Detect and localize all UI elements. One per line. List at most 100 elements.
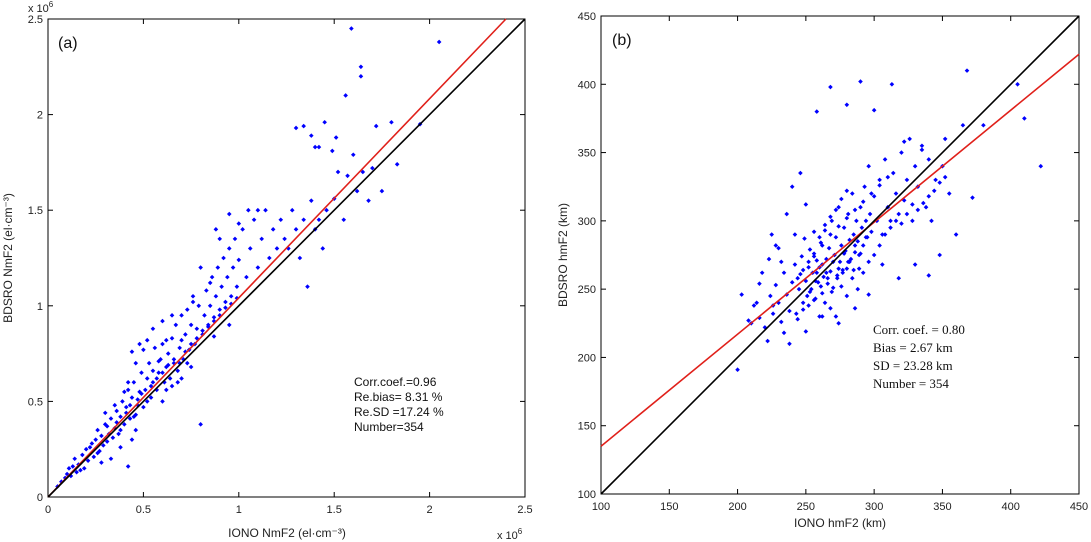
data-point <box>240 227 245 232</box>
data-point <box>953 232 959 237</box>
data-point <box>95 450 100 456</box>
data-point <box>198 422 203 427</box>
data-point <box>759 270 765 276</box>
data-point <box>811 229 817 235</box>
data-point <box>196 303 202 309</box>
data-point <box>923 204 929 210</box>
data-point <box>129 349 135 354</box>
data-point <box>160 370 165 376</box>
data-point <box>821 274 826 280</box>
data-point <box>819 314 825 319</box>
chart-panel-a: 0 0.5 1 1.5 2 2.5 0 0.5 1 1.5 2 2.5 (a) x 106 x 10… <box>1 0 533 542</box>
data-point <box>436 39 442 45</box>
data-point <box>942 136 948 142</box>
x-tick-label: 350 <box>933 501 951 513</box>
y-tick-label: 1 <box>37 301 43 313</box>
data-point <box>228 293 234 299</box>
data-point <box>122 422 127 427</box>
data-point <box>102 410 108 416</box>
data-point <box>141 404 146 410</box>
data-point <box>739 292 744 297</box>
y-multiplier-a: x 106 <box>28 0 54 15</box>
x-axis-a: 0 0.5 1 1.5 2 2.5 <box>45 19 533 516</box>
data-point <box>796 286 802 292</box>
data-point <box>225 274 230 280</box>
data-point <box>129 395 135 400</box>
data-point <box>127 402 133 408</box>
data-point <box>754 300 759 306</box>
data-point <box>122 389 127 395</box>
data-point <box>163 337 169 343</box>
data-point <box>244 274 249 280</box>
y-axis-b: 100 150 200 250 300 350 400 450 <box>578 11 1079 501</box>
data-point <box>110 435 116 441</box>
data-point <box>856 266 862 271</box>
y-tick-label: 2 <box>37 110 43 122</box>
x-tick-label: 250 <box>797 501 815 513</box>
data-point <box>901 139 907 144</box>
data-point <box>855 239 861 244</box>
lines-a <box>47 18 526 498</box>
data-point <box>358 74 364 79</box>
data-point <box>869 191 874 196</box>
data-point <box>146 360 152 366</box>
data-point <box>866 259 871 265</box>
data-point <box>784 211 790 217</box>
data-point <box>139 370 144 376</box>
data-point <box>322 119 327 125</box>
data-point <box>316 217 322 223</box>
data-point <box>114 408 119 414</box>
data-point <box>893 191 899 196</box>
data-point <box>896 275 902 281</box>
data-point <box>822 222 828 228</box>
data-point <box>919 143 925 149</box>
data-point <box>213 293 219 299</box>
x-tick-label: 1.5 <box>327 504 342 516</box>
data-point <box>282 236 287 242</box>
data-point <box>112 402 118 408</box>
data-point <box>912 163 918 169</box>
data-point <box>825 281 831 286</box>
data-point <box>814 270 820 276</box>
data-point <box>798 170 803 176</box>
data-point <box>806 264 811 270</box>
data-point <box>814 258 820 263</box>
data-point <box>116 431 121 437</box>
data-point <box>360 169 366 175</box>
data-point <box>179 313 184 318</box>
data-point <box>798 271 803 277</box>
x-tick-label: 0 <box>45 504 51 516</box>
data-point <box>104 439 110 444</box>
data-point <box>863 234 869 240</box>
data-point <box>335 169 341 175</box>
data-point <box>301 123 306 129</box>
data-point <box>844 266 850 271</box>
data-point <box>1015 81 1020 87</box>
data-point <box>817 314 822 319</box>
data-point <box>844 188 850 194</box>
data-point <box>99 460 104 465</box>
y-tick-label: 300 <box>578 216 596 228</box>
data-point <box>746 318 751 323</box>
x-multiplier-a: x 106 <box>497 527 523 542</box>
data-point <box>942 174 948 180</box>
data-point <box>123 404 129 410</box>
y-tick-label: 250 <box>578 284 596 296</box>
data-point <box>859 225 865 230</box>
data-point <box>183 349 188 354</box>
data-point <box>131 414 137 419</box>
data-point <box>778 319 784 325</box>
chart-panel-b: 100 150 200 250 300 350 400 450 100 150 200 250 300… <box>556 11 1088 530</box>
data-point <box>931 188 937 194</box>
data-point <box>217 307 223 312</box>
data-point <box>108 456 114 462</box>
y-tick-label: 400 <box>578 79 596 91</box>
data-point <box>150 326 156 332</box>
x-tick-label: 2 <box>427 504 433 516</box>
data-point <box>160 341 165 347</box>
data-point <box>829 289 835 295</box>
data-point <box>834 275 840 281</box>
data-point <box>198 265 203 270</box>
data-point <box>333 135 339 140</box>
data-point <box>757 281 762 286</box>
